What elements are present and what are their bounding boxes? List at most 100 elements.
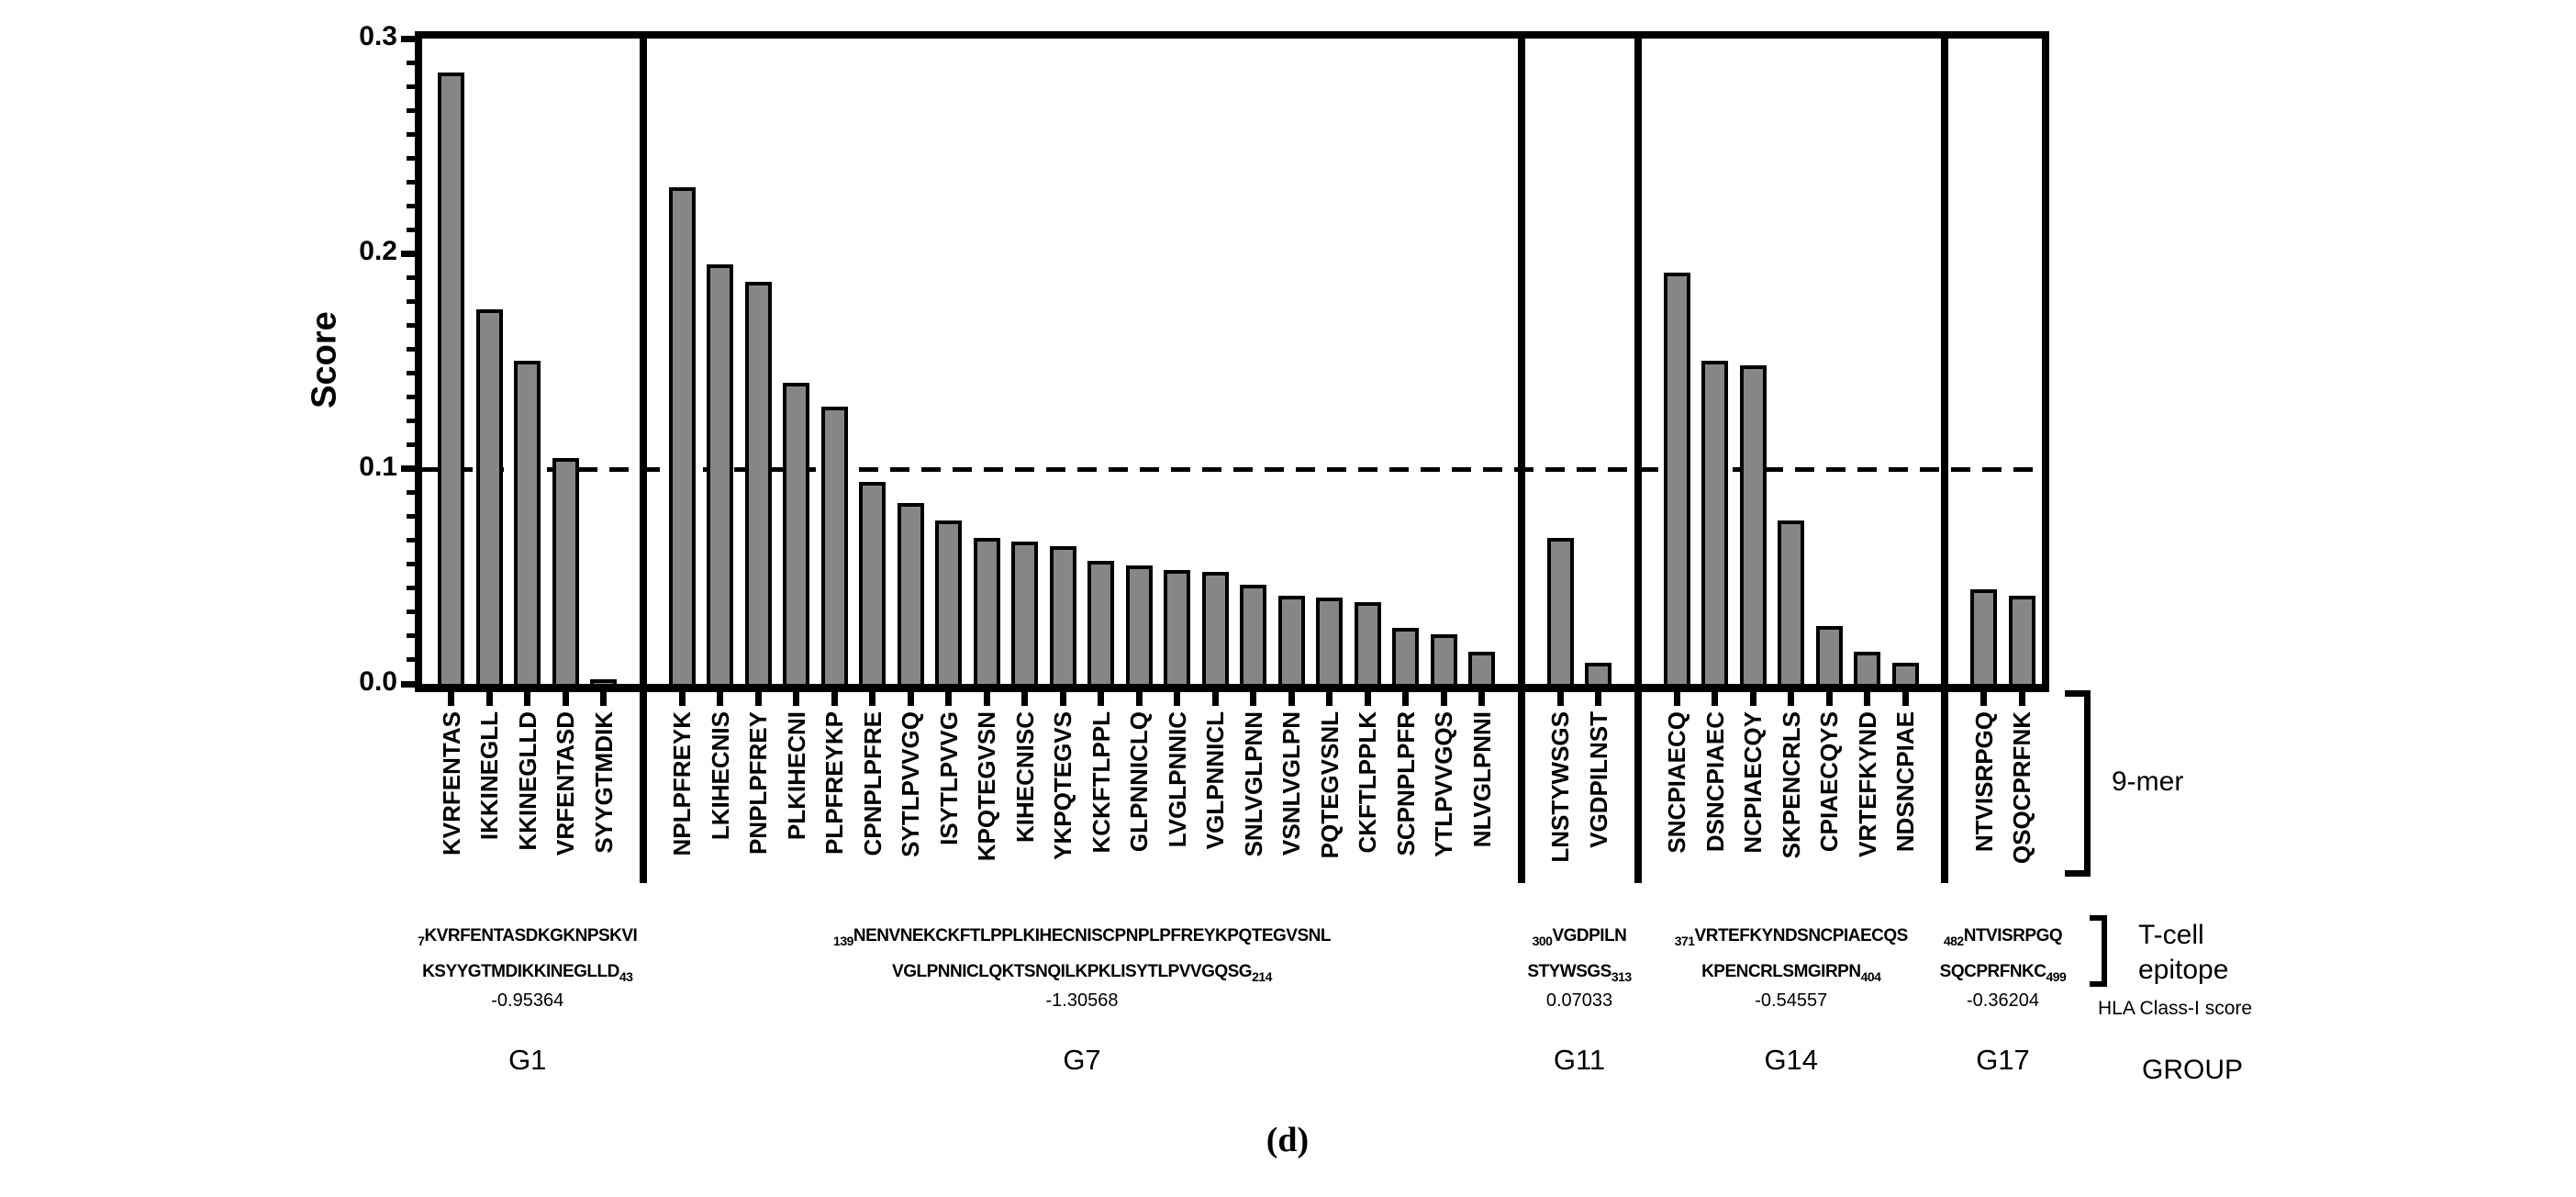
epitope-sequence: 139NENVNEKCKFTLPPLKIHECNISCPNPLPFREYKPQT… — [833, 926, 1331, 984]
x-axis-bar-label: NCPIAECQY — [1739, 711, 1768, 854]
bar — [783, 383, 810, 684]
x-axis-bar-label: SYTLPVVGQ — [897, 711, 925, 857]
x-axis-bar-label: NDSNCPIAE — [1891, 711, 1920, 853]
bar — [1011, 542, 1039, 684]
x-axis-bar-label: PLKIHECNI — [782, 711, 810, 841]
y-axis-minor-tick — [407, 84, 415, 89]
bar — [1049, 546, 1076, 684]
bar — [1164, 570, 1191, 684]
x-axis-tick — [524, 692, 531, 706]
bar — [475, 309, 503, 684]
bar — [935, 520, 963, 684]
y-axis-major-tick — [401, 250, 415, 257]
group-separator-line — [639, 39, 647, 883]
label-t-cell-epitope: T-cell epitope — [2138, 918, 2228, 988]
x-axis-tick — [1059, 692, 1066, 706]
bar — [820, 407, 848, 684]
x-axis-tick — [945, 692, 953, 706]
hla-class-i-score-value: -0.95364 — [491, 990, 564, 1011]
y-axis-major-tick — [401, 35, 415, 42]
group-name-label: G17 — [1976, 1044, 2030, 1076]
x-axis-bar-label: KPQTEGVSN — [973, 711, 1001, 862]
y-axis-minor-tick — [407, 155, 415, 161]
y-axis-tick-label: 0.3 — [359, 21, 397, 51]
x-axis-bar-label: SNLVGLPNN — [1239, 711, 1267, 857]
bar — [552, 458, 579, 684]
x-axis-tick — [1174, 692, 1181, 706]
x-axis-tick — [983, 692, 990, 706]
bar — [1663, 273, 1690, 684]
y-axis-minor-tick — [407, 60, 415, 65]
x-axis-bar-label: VGLPNNICL — [1201, 711, 1230, 850]
bar — [1240, 585, 1267, 684]
x-axis-tick — [1135, 692, 1143, 706]
x-axis-bar-label: SYYGTMDIK — [589, 711, 618, 854]
bar — [668, 187, 696, 684]
x-axis-bar-label: PNPLPFREY — [744, 711, 773, 856]
y-axis-minor-tick — [407, 371, 415, 376]
x-axis-bar-label: ISYTLPVVG — [934, 711, 963, 845]
bar — [1778, 520, 1805, 684]
x-axis-tick — [1712, 692, 1719, 706]
x-axis-tick — [1440, 692, 1447, 706]
y-axis-minor-tick — [407, 346, 415, 352]
y-axis-minor-tick — [407, 203, 415, 208]
group-separator-line — [1634, 39, 1642, 883]
x-axis-bar-label: LKIHECNIS — [706, 711, 734, 841]
y-axis-minor-tick — [407, 442, 415, 448]
bar — [707, 264, 734, 684]
bar — [1891, 663, 1919, 684]
figure-caption: (d) — [1266, 1121, 1310, 1159]
x-axis-tick — [1980, 692, 1988, 706]
group-separator-line — [1941, 39, 1948, 883]
x-axis-bar-label: SNCPIAECQ — [1663, 711, 1691, 854]
x-axis-tick — [1825, 692, 1833, 706]
bar — [1087, 561, 1115, 684]
y-axis-tick-label: 0.0 — [359, 666, 397, 697]
x-axis-tick — [1250, 692, 1257, 706]
x-axis-tick — [678, 692, 686, 706]
x-axis-bar-label: KKINEGLLD — [513, 711, 541, 851]
y-axis-minor-tick — [407, 395, 415, 400]
x-axis-bar-label: CPIAECQYS — [1815, 711, 1844, 853]
x-axis-tick — [1021, 692, 1029, 706]
bar — [1701, 361, 1729, 684]
y-axis-minor-tick — [407, 514, 415, 520]
epitope-sequence: 482NTVISRPGQ SQCPRFNKC499 — [1939, 926, 2067, 984]
x-axis-bar-label: KIHECNISC — [1010, 711, 1039, 844]
x-axis-bar-label: QSQCPRFNK — [2008, 711, 2036, 865]
y-axis-minor-tick — [407, 179, 415, 185]
x-axis-bar-label: NPLPFREYK — [668, 711, 697, 856]
x-axis-bar-label: KVRFENTAS — [437, 711, 465, 856]
y-axis-minor-tick — [407, 586, 415, 591]
x-axis-tick — [1288, 692, 1295, 706]
y-axis-minor-tick — [407, 562, 415, 567]
x-axis-bar-label: IKKINEGLL — [475, 711, 504, 841]
group-name-label: G14 — [1764, 1044, 1819, 1076]
bar — [1392, 628, 1420, 684]
y-axis-minor-tick — [407, 610, 415, 615]
bar — [1546, 538, 1574, 684]
bar — [1468, 652, 1496, 684]
x-axis-tick — [562, 692, 569, 706]
bar — [1316, 598, 1344, 684]
y-axis-minor-tick — [407, 633, 415, 639]
x-axis-tick — [1788, 692, 1795, 706]
hla-class-i-score-value: -1.30568 — [1045, 990, 1119, 1011]
x-axis-tick — [831, 692, 838, 706]
group-name-label: G1 — [508, 1044, 547, 1076]
x-axis-tick — [1364, 692, 1371, 706]
x-axis-tick — [448, 692, 455, 706]
y-axis-minor-tick — [407, 274, 415, 280]
x-axis-bar-label: LVGLPNNIC — [1163, 711, 1191, 848]
bar — [1201, 572, 1229, 684]
x-axis-tick — [1478, 692, 1486, 706]
x-axis-bar-label: PQTEGVSNL — [1315, 711, 1344, 859]
bar — [1815, 626, 1843, 684]
x-axis-tick — [1098, 692, 1105, 706]
bar — [744, 282, 772, 684]
epitope-sequence: 300VGDPILN STYWSGS313 — [1527, 926, 1632, 984]
x-axis-bar-label: YKPQTEGVS — [1049, 711, 1077, 860]
x-axis-bar-label: VSNLVGLPN — [1277, 711, 1306, 856]
group-name-label: G7 — [1063, 1044, 1101, 1076]
